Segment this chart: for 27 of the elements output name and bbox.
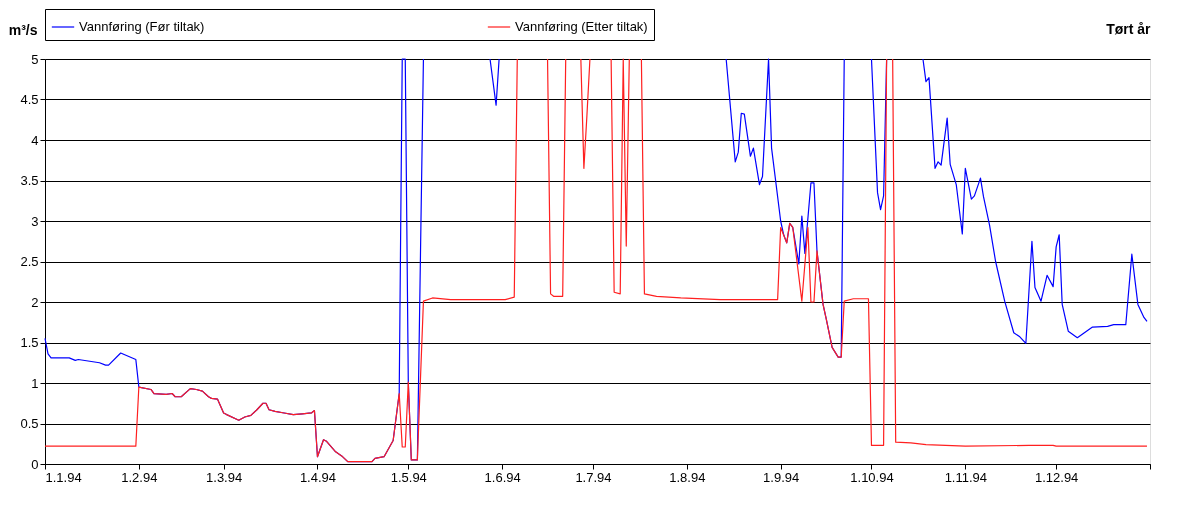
y-axis-title: m³/s (8, 21, 38, 38)
x-tick-label: 1.1.94 (45, 469, 82, 485)
x-tick-label: 1.5.94 (390, 469, 427, 485)
x-tick-label: 1.10.94 (850, 469, 894, 485)
y-tick-label: 0.5 (20, 416, 39, 431)
x-tick-label: 1.4.94 (299, 469, 337, 485)
y-tick-label: 4.5 (20, 92, 39, 107)
y-tick-label: 1 (31, 375, 39, 391)
x-tick-label: 1.7.94 (575, 469, 612, 485)
legend-label: Vannføring (Etter tiltak) (515, 19, 648, 34)
legend-label: Vannføring (Før tiltak) (79, 19, 205, 34)
y-tick-label: 0 (31, 456, 39, 472)
x-tick-label: 1.12.94 (1034, 469, 1079, 485)
y-tick-label: 3.5 (20, 173, 39, 188)
y-tick-label: 4 (31, 132, 39, 148)
x-tick-label: 1.11.94 (944, 469, 988, 485)
y-tick-label: 2 (31, 294, 39, 310)
y-tick-label: 3 (31, 213, 39, 229)
x-tick-label: 1.9.94 (763, 469, 800, 485)
y-tick-label: 2.5 (20, 254, 39, 269)
y-tick-label: 1.5 (20, 335, 39, 350)
x-tick-label: 1.3.94 (206, 469, 243, 485)
x-tick-label: 1.8.94 (669, 469, 706, 485)
y-tick-label: 5 (31, 51, 39, 67)
x-tick-label: 1.2.94 (121, 469, 158, 485)
chart-title: Tørt år (1106, 20, 1152, 37)
x-tick-label: 1.6.94 (484, 469, 521, 485)
